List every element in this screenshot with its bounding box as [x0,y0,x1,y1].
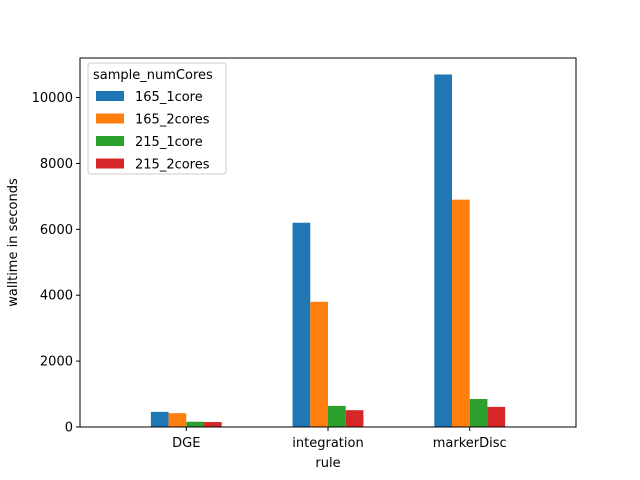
bar-215_2cores-integration [345,410,364,427]
bar-165_2cores-DGE [168,413,187,427]
bars-layer [150,74,506,428]
bar-165_2cores-integration [310,301,328,427]
bar-215_1core-markerDisc [469,398,488,427]
y-tick-label: 10000 [32,91,73,106]
y-tick-label: 4000 [40,289,73,304]
legend-box [87,62,227,175]
y-axis-ticks: 0 2000 4000 6000 8000 10000 [32,91,80,436]
bar-215_1core-integration [328,405,346,427]
bar-165_1core-DGE [150,411,169,427]
x-axis-label: rule [315,456,340,471]
bar-165_2cores-markerDisc [452,199,470,427]
x-tick-label: markerDisc [433,436,507,451]
legend-swatch [96,113,124,124]
y-tick-label: 2000 [40,355,73,370]
y-tick-label: 8000 [40,157,73,172]
legend-label: 215_1core [135,135,203,150]
y-tick-label: 0 [65,421,73,436]
legend-swatch [96,91,124,101]
x-axis-ticks: DGE integration markerDisc [172,427,507,451]
x-tick-label: DGE [172,436,200,451]
x-tick-label: integration [292,436,363,451]
bar-165_1core-markerDisc [434,74,452,428]
legend-title: sample_numCores [93,68,213,83]
legend-swatch [96,158,124,169]
plot-frame [79,57,577,428]
bar-215_1core-DGE [186,421,204,427]
legend-label: 215_2cores [135,158,210,173]
y-tick-label: 6000 [40,223,73,238]
legend-label: 165_1core [135,90,203,105]
legend-label: 165_2cores [135,113,210,128]
legend-swatch [96,136,124,146]
bar-215_2cores-markerDisc [487,406,506,427]
bar-215_2cores-DGE [204,422,222,427]
y-axis-label: walltime in seconds [6,178,21,307]
bar-165_1core-integration [292,222,311,427]
legend: sample_numCores 165_1core 165_2cores 215_1… [87,62,227,175]
